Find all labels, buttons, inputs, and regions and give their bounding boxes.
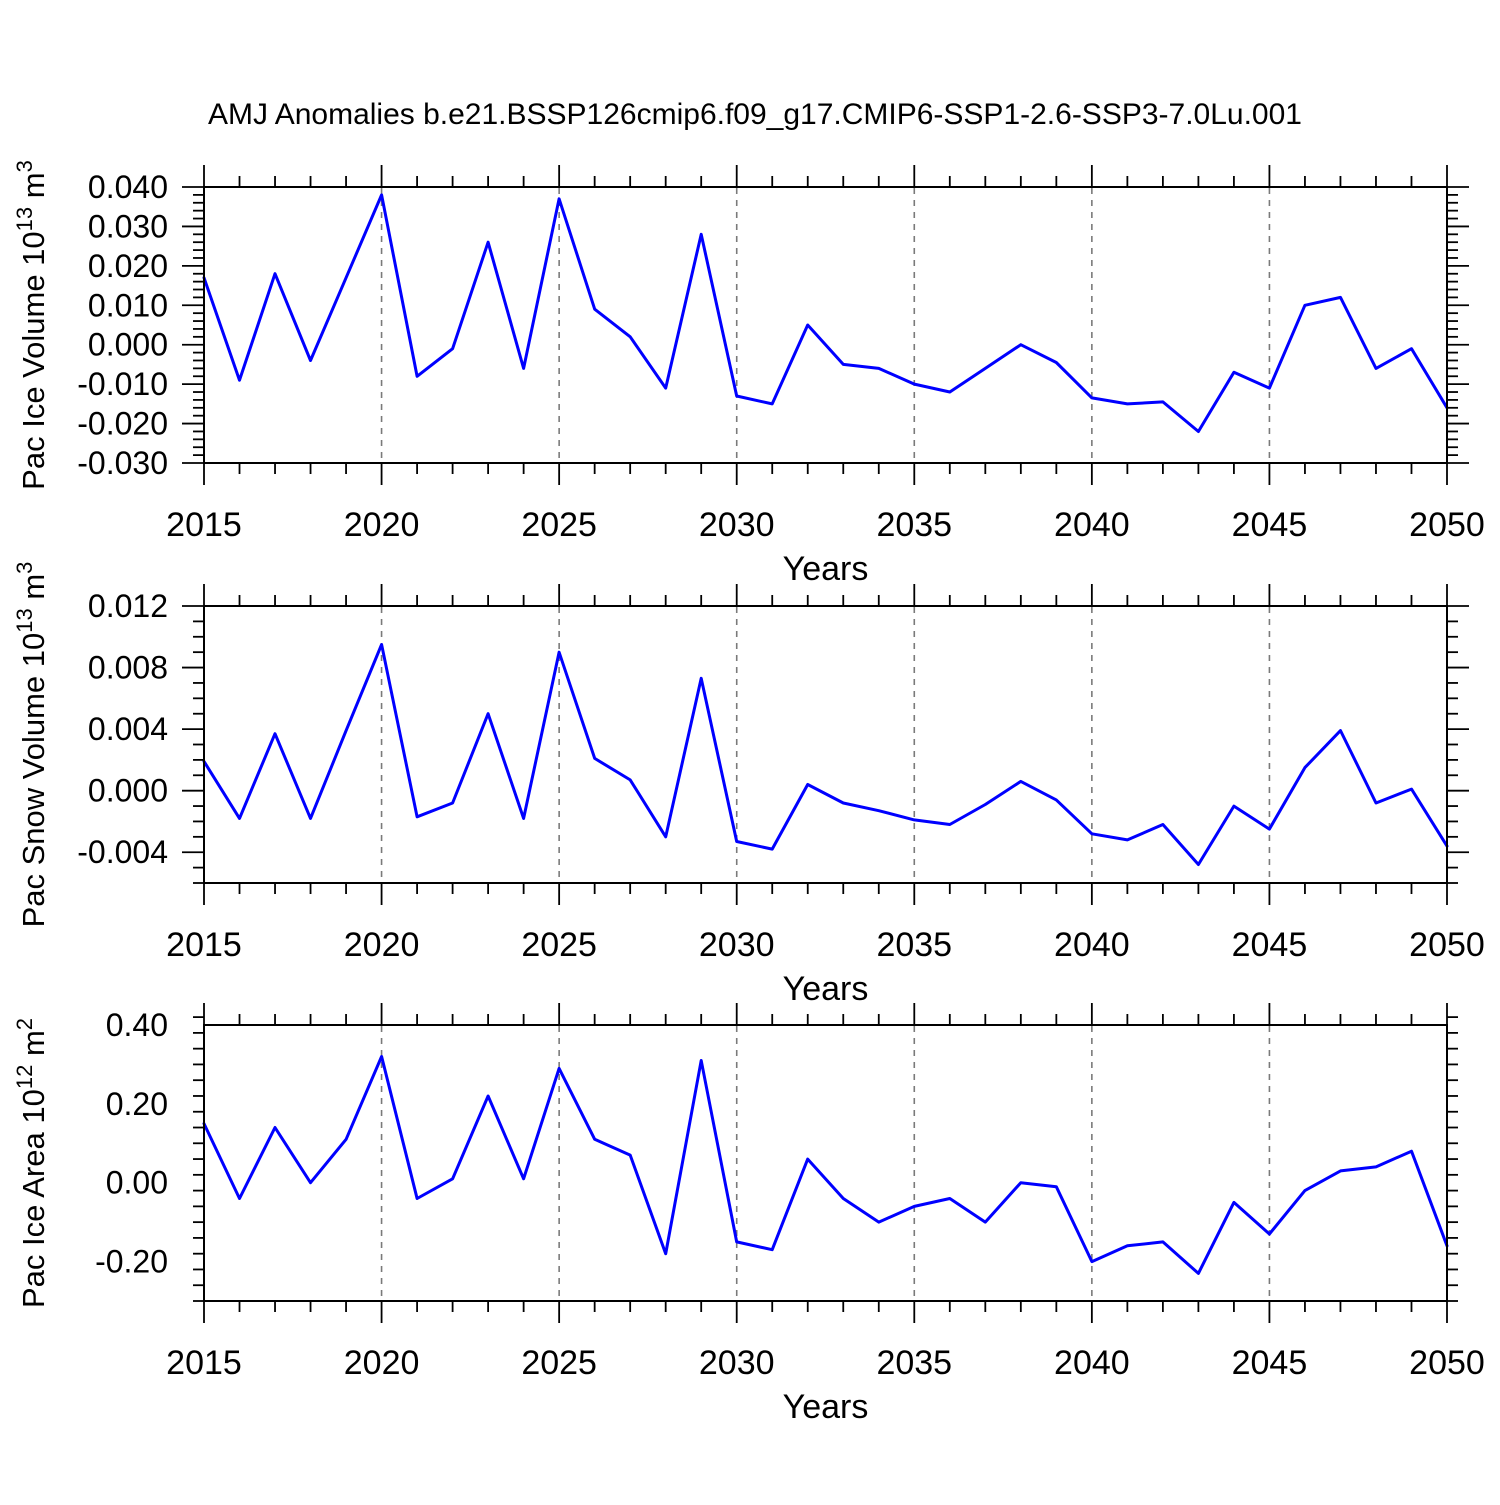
x-tick-label: 2030	[699, 1344, 775, 1382]
x-tick-label: 2035	[876, 1344, 952, 1382]
y-tick-label: 0.000	[88, 327, 168, 363]
y-tick-label: 0.040	[88, 169, 168, 205]
x-tick-label: 2020	[344, 926, 420, 964]
series-line	[202, 1055, 1449, 1275]
y-axis-title: Pac Snow Volume 1013 m3	[12, 562, 51, 928]
x-tick-label: 2035	[876, 506, 952, 544]
x-tick-label: 2015	[166, 506, 242, 544]
x-tick-label: 2020	[344, 506, 420, 544]
plot-frame	[203, 186, 1448, 464]
x-tick-label: 2035	[876, 926, 952, 964]
y-tick-label: 0.012	[88, 588, 168, 624]
x-tick-label: 2045	[1232, 926, 1308, 964]
axis-ticks	[193, 1003, 1458, 1323]
panel-pac-ice-area: 0.40 0.20 0.00 -0.20 2015 2020 2025 2030 2035 204…	[12, 1003, 1485, 1426]
x-tick-label: 2030	[699, 506, 775, 544]
x-tick-label: 2045	[1232, 506, 1308, 544]
axis-ticks	[182, 584, 1469, 905]
panel-pac-snow-volume: 0.012 0.008 0.004 0.000 -0.004 2015 2020 2025 20…	[12, 562, 1485, 1008]
y-tick-label: 0.20	[106, 1086, 168, 1122]
x-axis-title: Years	[783, 1388, 869, 1426]
axis-ticks	[182, 165, 1469, 485]
x-tick-label: 2015	[166, 926, 242, 964]
x-tick-label: 2050	[1409, 1344, 1485, 1382]
y-tick-label: 0.008	[88, 650, 168, 686]
x-tick-label: 2050	[1409, 506, 1485, 544]
x-tick-label: 2050	[1409, 926, 1485, 964]
x-tick-label: 2015	[166, 1344, 242, 1382]
x-tick-label: 2040	[1054, 1344, 1130, 1382]
y-tick-label: 0.010	[88, 287, 168, 323]
y-tick-label: -0.030	[77, 445, 168, 481]
y-axis-title: Pac Ice Volume 1013 m3	[12, 160, 51, 490]
figure-title: AMJ Anomalies b.e21.BSSP126cmip6.f09_g17…	[208, 98, 1302, 131]
x-tick-label: 2040	[1054, 506, 1130, 544]
y-tick-label: 0.004	[88, 711, 168, 747]
series-line	[202, 643, 1449, 866]
axis-labels: 0.40 0.20 0.00 -0.20 2015 2020 2025 2030 2035 204…	[12, 1007, 1485, 1426]
x-axis-title: Years	[783, 550, 869, 588]
x-tick-label: 2025	[521, 506, 597, 544]
x-tick-label: 2030	[699, 926, 775, 964]
x-tick-label: 2040	[1054, 926, 1130, 964]
x-axis-title: Years	[783, 970, 869, 1008]
y-tick-label: -0.010	[77, 366, 168, 402]
plot-frame	[203, 605, 1448, 884]
y-axis-title: Pac Ice Area 1012 m2	[12, 1018, 51, 1308]
axis-labels: 0.012 0.008 0.004 0.000 -0.004 2015 2020 2025 20…	[12, 562, 1485, 1008]
y-tick-label: 0.000	[88, 773, 168, 809]
series-line	[202, 193, 1449, 433]
y-tick-label: -0.004	[77, 834, 168, 870]
x-tick-label: 2025	[521, 1344, 597, 1382]
y-tick-label: 0.020	[88, 248, 168, 284]
plot-frame	[203, 1024, 1448, 1302]
y-tick-label: 0.40	[106, 1007, 168, 1043]
y-tick-label: 0.030	[88, 208, 168, 244]
x-tick-label: 2025	[521, 926, 597, 964]
y-tick-label: -0.20	[95, 1244, 168, 1280]
x-tick-label: 2020	[344, 1344, 420, 1382]
y-tick-label: -0.020	[77, 406, 168, 442]
x-tick-label: 2045	[1232, 1344, 1308, 1382]
y-tick-label: 0.00	[106, 1165, 168, 1201]
